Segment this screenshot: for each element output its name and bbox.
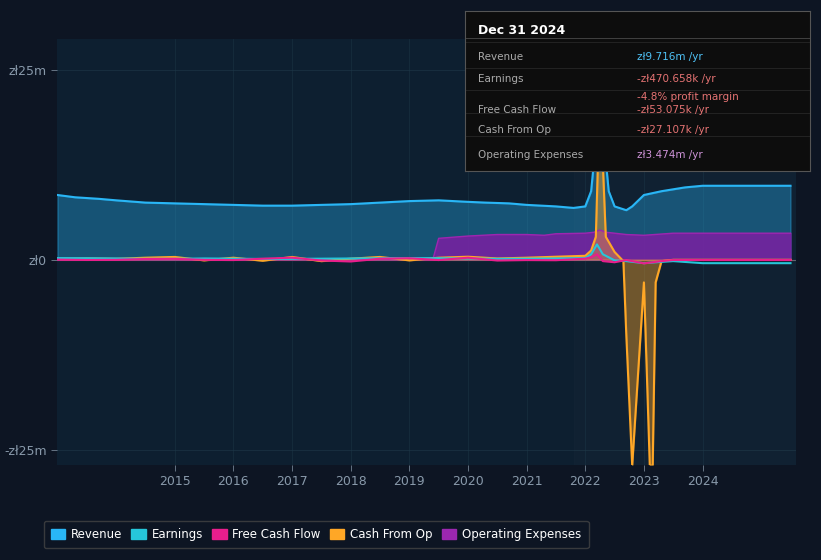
Text: -zł53.075k /yr: -zł53.075k /yr [637,105,709,115]
Text: zł3.474m /yr: zł3.474m /yr [637,150,703,160]
Bar [574,39,796,465]
Text: Earnings: Earnings [479,74,524,84]
Text: Dec 31 2024: Dec 31 2024 [479,24,566,37]
Text: Cash From Op: Cash From Op [479,125,552,135]
Text: Revenue: Revenue [479,53,524,63]
Text: -zł27.107k /yr: -zł27.107k /yr [637,125,709,135]
Text: zł9.716m /yr: zł9.716m /yr [637,53,703,63]
Text: -4.8% profit margin: -4.8% profit margin [637,92,739,102]
Text: Free Cash Flow: Free Cash Flow [479,105,557,115]
Legend: Revenue, Earnings, Free Cash Flow, Cash From Op, Operating Expenses: Revenue, Earnings, Free Cash Flow, Cash … [44,521,589,548]
Text: -zł470.658k /yr: -zł470.658k /yr [637,74,716,84]
Text: Operating Expenses: Operating Expenses [479,150,584,160]
